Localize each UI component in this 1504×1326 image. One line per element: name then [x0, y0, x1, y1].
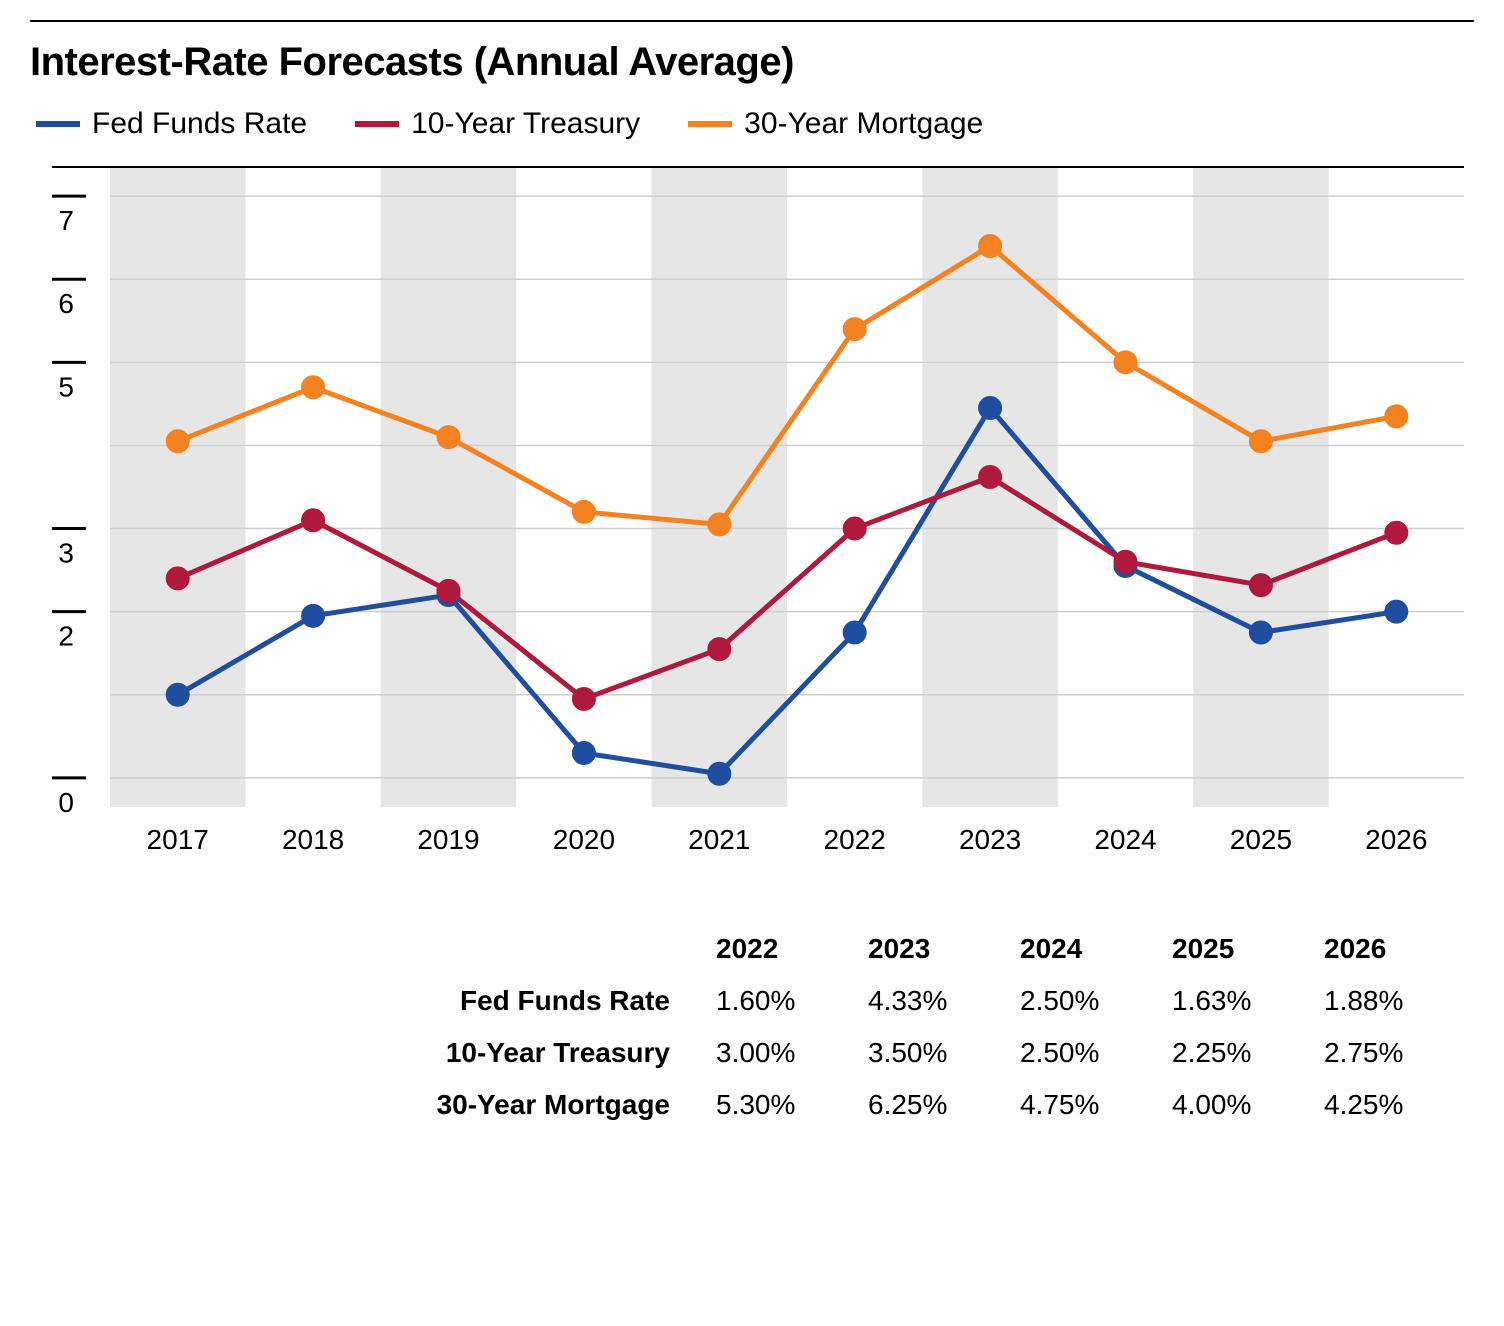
legend: Fed Funds Rate 10-Year Treasury 30-Year … — [36, 107, 1474, 141]
svg-text:2019: 2019 — [417, 824, 479, 855]
table-row-label: 10-Year Treasury — [110, 1027, 710, 1079]
svg-text:2024: 2024 — [1094, 824, 1156, 855]
table-cell: 2.50% — [1014, 1027, 1166, 1079]
svg-text:0: 0 — [58, 787, 74, 818]
legend-swatch — [355, 121, 399, 127]
svg-text:7: 7 — [58, 205, 74, 236]
table-cell: 4.33% — [862, 975, 1014, 1027]
table-cell: 1.60% — [710, 975, 862, 1027]
table-cell: 4.00% — [1166, 1079, 1318, 1131]
table-header-year: 2025 — [1166, 923, 1318, 975]
svg-text:2023: 2023 — [959, 824, 1021, 855]
table-cell: 6.25% — [862, 1079, 1014, 1131]
table-header-year: 2023 — [862, 923, 1014, 975]
table-cell: 1.88% — [1318, 975, 1470, 1027]
svg-text:2026: 2026 — [1365, 824, 1427, 855]
top-rule — [30, 20, 1474, 22]
svg-text:2: 2 — [58, 621, 74, 652]
table-cell: 4.25% — [1318, 1079, 1470, 1131]
legend-item-30yr: 30-Year Mortgage — [688, 107, 983, 141]
legend-swatch — [36, 121, 80, 127]
legend-label: Fed Funds Rate — [92, 107, 307, 141]
svg-text:6: 6 — [58, 288, 74, 319]
legend-item-10yr: 10-Year Treasury — [355, 107, 640, 141]
table-header-year: 2022 — [710, 923, 862, 975]
table-header-row: 2022 2023 2024 2025 2026 — [110, 923, 1470, 975]
table-row-label: Fed Funds Rate — [110, 975, 710, 1027]
legend-label: 10-Year Treasury — [411, 107, 640, 141]
page: Interest-Rate Forecasts (Annual Average)… — [0, 0, 1504, 1326]
table-cell: 5.30% — [710, 1079, 862, 1131]
table-cell: 2.50% — [1014, 975, 1166, 1027]
table-cell: 1.63% — [1166, 975, 1318, 1027]
table-header-year: 2026 — [1318, 923, 1470, 975]
svg-text:2025: 2025 — [1230, 824, 1292, 855]
legend-item-fed-funds: Fed Funds Rate — [36, 107, 307, 141]
svg-text:2018: 2018 — [282, 824, 344, 855]
forecast-table-wrap: 2022 2023 2024 2025 2026 Fed Funds Rate … — [110, 923, 1470, 1131]
legend-label: 30-Year Mortgage — [744, 107, 983, 141]
table-cell: 3.50% — [862, 1027, 1014, 1079]
table-row: 10-Year Treasury 3.00% 3.50% 2.50% 2.25%… — [110, 1027, 1470, 1079]
svg-text:3: 3 — [58, 538, 74, 569]
table-header-blank — [110, 923, 710, 975]
legend-swatch — [688, 121, 732, 127]
forecast-table: 2022 2023 2024 2025 2026 Fed Funds Rate … — [110, 923, 1470, 1131]
table-row: Fed Funds Rate 1.60% 4.33% 2.50% 1.63% 1… — [110, 975, 1470, 1027]
table-header-year: 2024 — [1014, 923, 1166, 975]
chart-title: Interest-Rate Forecasts (Annual Average) — [30, 40, 1474, 85]
svg-text:2020: 2020 — [553, 824, 615, 855]
svg-text:2021: 2021 — [688, 824, 750, 855]
table-cell: 4.75% — [1014, 1079, 1166, 1131]
table-cell: 2.75% — [1318, 1027, 1470, 1079]
chart: 0 2 3 5 6 7 2017 2018 2019 2020 2021 2022 2023 2024 20… — [30, 149, 1474, 909]
table-cell: 3.00% — [710, 1027, 862, 1079]
chart-svg: 0 2 3 5 6 7 2017 2018 2019 2020 2021 2022 2023 2024 20… — [30, 149, 1470, 909]
svg-text:2022: 2022 — [824, 824, 886, 855]
table-row: 30-Year Mortgage 5.30% 6.25% 4.75% 4.00%… — [110, 1079, 1470, 1131]
svg-text:2017: 2017 — [147, 824, 209, 855]
table-row-label: 30-Year Mortgage — [110, 1079, 710, 1131]
table-cell: 2.25% — [1166, 1027, 1318, 1079]
svg-text:5: 5 — [58, 371, 74, 402]
